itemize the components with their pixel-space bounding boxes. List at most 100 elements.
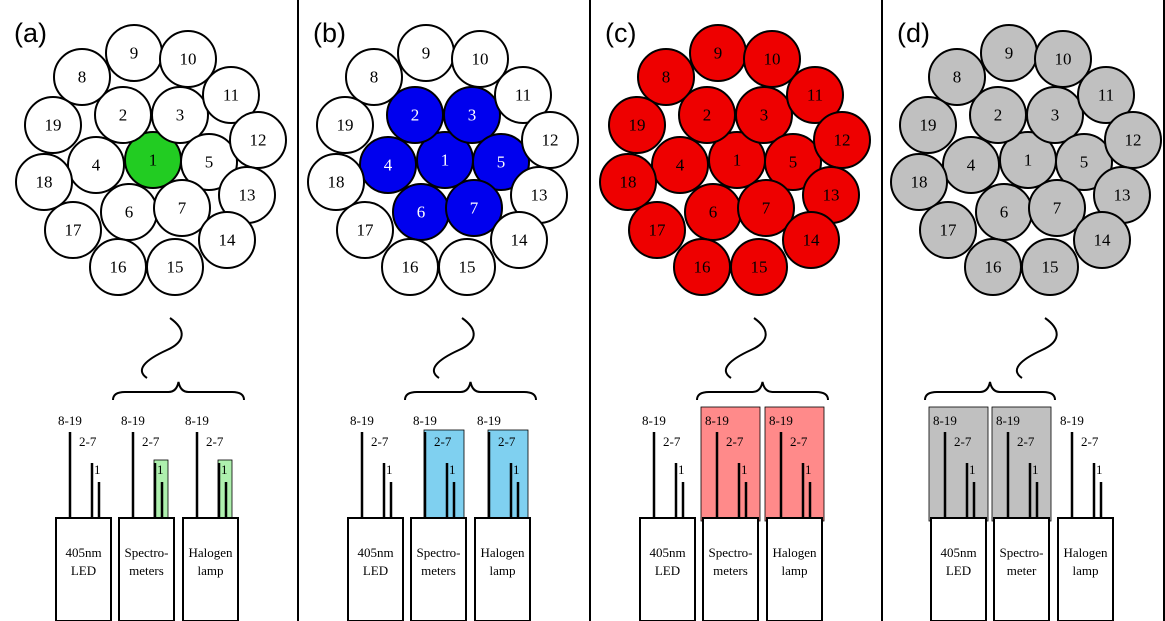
fiber-16: 16 <box>381 238 439 296</box>
fiber-5: 5 <box>180 133 238 191</box>
device-label: Halogen <box>772 545 817 560</box>
connector-curve <box>1015 317 1058 379</box>
fiber-19: 19 <box>899 96 957 154</box>
bundle-label: 2-7 <box>498 434 516 449</box>
fiber-17: 17 <box>919 201 977 259</box>
fiber-6: 6 <box>100 183 158 241</box>
bundle-label: 1 <box>221 462 228 477</box>
bundle-label: 1 <box>386 462 393 477</box>
fiber-number: 13 <box>823 186 840 205</box>
fiber-number: 6 <box>125 203 134 222</box>
fiber-number: 5 <box>1080 153 1089 172</box>
device-label: LED <box>655 563 680 578</box>
fiber-13: 13 <box>802 166 860 224</box>
bundle-label: 2-7 <box>954 434 972 449</box>
fiber-number: 3 <box>468 106 477 125</box>
device-label: Halogen <box>480 545 525 560</box>
bundle-label: 8-19 <box>350 413 374 428</box>
fiber-number: 7 <box>178 199 187 218</box>
fiber-18: 18 <box>15 153 73 211</box>
fiber-12: 12 <box>1104 111 1162 169</box>
fiber-7: 7 <box>153 179 211 237</box>
bundle-label: 1 <box>969 462 976 477</box>
fiber-number: 4 <box>676 156 685 175</box>
panel-label: (c) <box>605 18 637 48</box>
fiber-number: 1 <box>733 151 742 170</box>
bundle-label: 2-7 <box>790 434 808 449</box>
fiber-12: 12 <box>521 111 579 169</box>
fiber-number: 19 <box>337 116 354 135</box>
fiber-9: 9 <box>689 24 747 82</box>
fiber-15: 15 <box>730 238 788 296</box>
fiber-group-highlight <box>700 406 761 522</box>
bundle-label: 2-7 <box>1081 434 1099 449</box>
fiber-number: 8 <box>953 68 962 87</box>
fiber-number: 10 <box>764 50 781 69</box>
fiber-number: 10 <box>472 50 489 69</box>
device-label: 405nm <box>940 545 976 560</box>
fiber-number: 8 <box>662 68 671 87</box>
fiber-18: 18 <box>599 153 657 211</box>
panel-c: (c) 1 2 3 4 5 6 7 8 9 10 11 12 13 14 15 16 17 18 19 8-19 2-7… <box>591 0 883 621</box>
connector-curve <box>140 317 183 379</box>
bundle-label: 1 <box>1096 462 1103 477</box>
panel-diagram: 12 34 56 789 101112131415161718198-192-71405… <box>15 24 287 621</box>
device-label: lamp <box>1073 563 1099 578</box>
device-label: 405nm <box>357 545 393 560</box>
fiber-number: 9 <box>1005 44 1014 63</box>
fiber-18: 18 <box>890 153 948 211</box>
fiber-number: 13 <box>1114 186 1131 205</box>
fiber-number: 5 <box>205 153 214 172</box>
fiber-5: 5 <box>1055 133 1113 191</box>
device-halogen-lamp: 8-19 2-7 1 Halogen lamp <box>764 406 825 621</box>
fiber-group-highlight <box>764 406 825 522</box>
fiber-4: 4 <box>359 136 417 194</box>
fiber-11: 11 <box>202 66 260 124</box>
fiber-number: 19 <box>45 116 62 135</box>
fiber-number: 3 <box>176 106 185 125</box>
fiber-number: 3 <box>1051 106 1060 125</box>
fiber-11: 11 <box>494 66 552 124</box>
fiber-8: 8 <box>928 48 986 106</box>
device-label: meters <box>713 563 748 578</box>
device-box <box>993 517 1050 621</box>
bundle-label: 1 <box>513 462 520 477</box>
fiber-3: 3 <box>151 86 209 144</box>
brace <box>404 381 537 401</box>
brace <box>112 381 245 401</box>
bundle-label: 8-19 <box>705 413 729 428</box>
fiber-number: 2 <box>411 106 420 125</box>
bundle-label: 2-7 <box>142 434 160 449</box>
fiber-3: 3 <box>735 86 793 144</box>
fiber-number: 12 <box>250 131 267 150</box>
fiber-number: 15 <box>751 258 768 277</box>
device-spectrometer: 8-19 2-7 1 Spectro-meter <box>991 406 1052 621</box>
fiber-number: 18 <box>620 173 637 192</box>
device-box <box>182 517 239 621</box>
device-halogen-lamp: 8-19 2-7 1 Halogen lamp <box>182 413 239 621</box>
fiber-number: 10 <box>1055 50 1072 69</box>
device-box <box>118 517 175 621</box>
bundle-label: 2-7 <box>1017 434 1035 449</box>
bundle-label: 1 <box>678 462 685 477</box>
bundle-label: 8-19 <box>58 413 82 428</box>
fiber-number: 7 <box>1053 199 1062 218</box>
fiber-number: 1 <box>1024 151 1033 170</box>
fiber-group-highlight <box>423 429 465 522</box>
fiber-number: 14 <box>1094 231 1112 250</box>
device-box <box>55 517 112 621</box>
brace <box>696 381 829 401</box>
device-label: meters <box>129 563 164 578</box>
fiber-10: 10 <box>1034 30 1092 88</box>
fiber-14: 14 <box>198 211 256 269</box>
bundle-label: 8-19 <box>413 413 437 428</box>
panel-diagram: 12 34 56 789 101112131415161718198-192-71405… <box>307 24 579 621</box>
fiber-7: 7 <box>445 179 503 237</box>
bundle-label: 8-19 <box>642 413 666 428</box>
fiber-number: 4 <box>967 156 976 175</box>
panel-a: (a) 1 2 3 4 5 6 7 8 9 10 11 12 13 14 15 16 17 18 19 8-19 2-7… <box>0 0 299 621</box>
fiber-number: 16 <box>985 258 1002 277</box>
fiber-number: 12 <box>1125 131 1142 150</box>
device-label: lamp <box>198 563 224 578</box>
fiber-16: 16 <box>964 238 1022 296</box>
